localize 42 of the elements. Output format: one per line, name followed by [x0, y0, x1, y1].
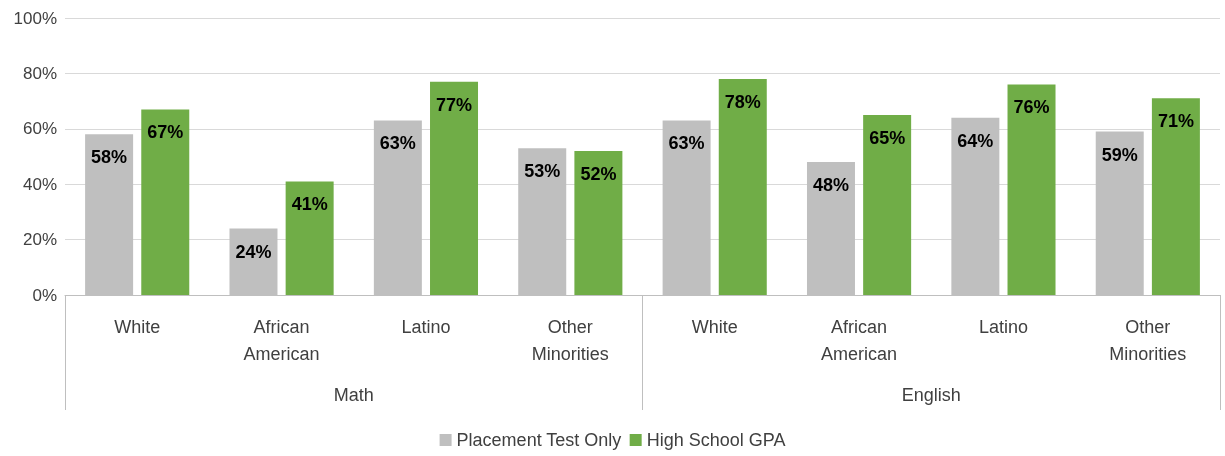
y-tick-label: 0% — [32, 285, 57, 305]
y-tick-label: 100% — [13, 8, 57, 28]
x-tick-label: African American — [821, 316, 898, 364]
bar — [285, 181, 334, 295]
x-tick-label: Latino — [978, 316, 1028, 337]
data-label: 58% — [91, 147, 128, 168]
y-tick-label: 40% — [22, 174, 57, 194]
y-tick-label: 20% — [22, 230, 57, 250]
bar — [863, 114, 912, 295]
data-label: 41% — [291, 194, 328, 215]
bar — [430, 81, 479, 295]
data-label: 71% — [1157, 111, 1194, 132]
legend-label: High School GPA — [646, 430, 786, 450]
data-label: 64% — [957, 130, 994, 151]
y-tick-label: 60% — [22, 119, 57, 139]
bar — [718, 78, 767, 295]
data-label: 48% — [812, 175, 849, 196]
text: English — [901, 385, 961, 405]
data-label: 78% — [724, 91, 761, 112]
text: Math — [333, 385, 374, 405]
y-tick-label: 80% — [22, 63, 57, 83]
data-label: 63% — [379, 133, 416, 154]
bar — [1151, 98, 1200, 295]
data-label: 53% — [524, 161, 561, 182]
legend-label: Placement Test Only — [456, 430, 622, 450]
x-tick-label: White — [114, 316, 161, 337]
data-label: 24% — [235, 241, 272, 262]
data-label: 77% — [436, 94, 473, 115]
data-label: 67% — [147, 122, 184, 143]
bar — [574, 150, 623, 295]
data-label: 76% — [1013, 97, 1050, 118]
data-label: 65% — [869, 127, 906, 148]
x-tick-label: White — [691, 316, 738, 337]
x-tick-label: Latino — [401, 316, 451, 337]
x-tick-label: African American — [243, 316, 320, 364]
x-tick-label: Other Minorities — [531, 316, 609, 364]
data-label: 63% — [668, 133, 705, 154]
bar — [1007, 84, 1056, 295]
data-label: 59% — [1101, 144, 1138, 165]
data-label: 52% — [580, 163, 617, 184]
bar — [141, 109, 190, 295]
x-tick-label: Other Minorities — [1109, 316, 1187, 364]
